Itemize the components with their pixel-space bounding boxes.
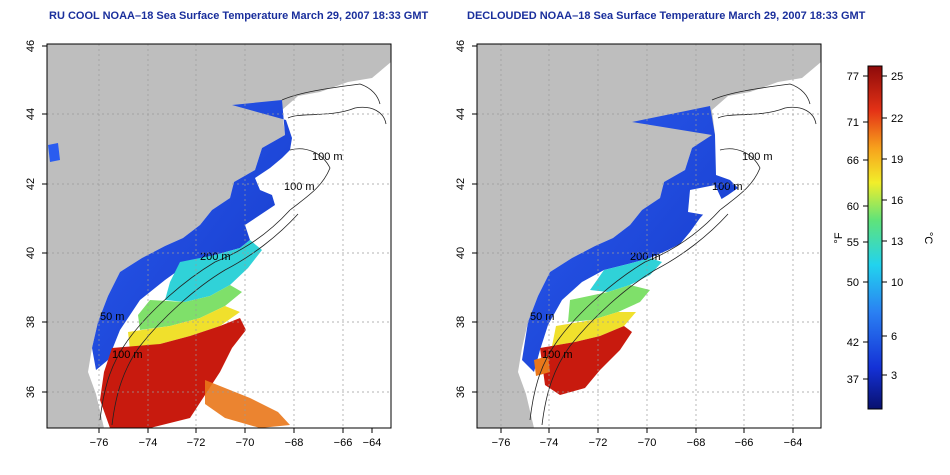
left-warm-water: [100, 318, 246, 428]
colorbar-c-tick-16: 16: [891, 195, 903, 207]
left-grid: [47, 44, 391, 428]
colorbar-c-tick-6: 6: [891, 331, 897, 343]
colorbar-c-tick-19: 19: [891, 154, 903, 166]
left-y-tick-42: 42: [25, 178, 37, 190]
left-y-tick-38: 38: [25, 316, 37, 328]
left-contour-label-200: 200 m: [200, 251, 231, 263]
left-x-tick-64: −64: [363, 437, 382, 449]
left-y-tick-46: 46: [25, 40, 37, 52]
right-map-frame: [476, 43, 822, 429]
right-x-tick-66: −66: [735, 437, 754, 449]
right-cloud-hole: [688, 185, 722, 215]
right-y-tick-42: 42: [455, 178, 467, 190]
colorbar-f-tick-60: 60: [847, 201, 859, 213]
right-y-tick-38: 38: [455, 316, 467, 328]
left-yellow-band: [128, 306, 240, 350]
left-map-panel: 100 m 100 m 200 m 50 m 100 m: [25, 40, 392, 449]
colorbar-f-tick-37: 37: [847, 374, 859, 386]
right-grid: [477, 44, 821, 428]
left-blue-patch: [48, 143, 60, 162]
colorbar-f-tick-42: 42: [847, 337, 859, 349]
colorbar-ticks: [863, 75, 887, 380]
left-cyan-band: [165, 240, 262, 302]
colorbar-c-tick-22: 22: [891, 113, 903, 125]
colorbar-f-tick-55: 55: [847, 237, 859, 249]
right-cold-water: [522, 106, 738, 372]
left-y-tick-40: 40: [25, 247, 37, 259]
colorbar-f-tick-66: 66: [847, 155, 859, 167]
right-map-panel: 100 m 100 m 200 m 50 m 100 m: [455, 40, 822, 449]
temperature-colorbar: 77 71 66 60 55 50 42 37 25 22 19 16 13 1…: [833, 65, 934, 410]
left-contour-label-100c: 100 m: [112, 349, 143, 361]
left-orange-streaks: [205, 380, 290, 428]
right-warm-water: [540, 326, 632, 395]
colorbar-c-tick-3: 3: [891, 370, 897, 382]
left-x-tick-66: −66: [334, 437, 353, 449]
right-y-tick-36: 36: [455, 386, 467, 398]
right-contours: [529, 83, 817, 426]
left-contours: [99, 83, 387, 426]
colorbar-fahrenheit-label: °F: [833, 232, 845, 243]
right-contour-label-200: 200 m: [630, 251, 661, 263]
colorbar-c-tick-25: 25: [891, 71, 903, 83]
left-x-tick-68: −68: [285, 437, 304, 449]
right-x-tick-76: −76: [492, 437, 511, 449]
left-axis-ticks: [42, 45, 373, 433]
left-map-frame: [46, 43, 392, 429]
right-y-tick-46: 46: [455, 40, 467, 52]
right-x-tick-72: −72: [589, 437, 608, 449]
colorbar-f-tick-77: 77: [847, 71, 859, 83]
left-contour-label-50: 50 m: [100, 311, 124, 323]
left-land: [47, 44, 391, 428]
colorbar-gradient: [867, 65, 883, 410]
right-x-tick-70: −70: [638, 437, 657, 449]
colorbar-c-tick-13: 13: [891, 236, 903, 248]
left-x-tick-74: −74: [139, 437, 158, 449]
right-map-title: DECLOUDED NOAA–18 Sea Surface Temperatur…: [467, 10, 866, 22]
right-x-tick-68: −68: [687, 437, 706, 449]
left-contour-label-100b: 100 m: [284, 181, 315, 193]
colorbar-f-tick-71: 71: [847, 117, 859, 129]
colorbar-c-tick-10: 10: [891, 277, 903, 289]
colorbar-celsius-label: °C: [922, 232, 934, 244]
right-x-tick-64: −64: [784, 437, 803, 449]
left-contour-label-100: 100 m: [312, 151, 343, 163]
right-island: [480, 352, 496, 368]
left-y-tick-36: 36: [25, 386, 37, 398]
right-axis-ticks: [472, 45, 794, 433]
right-contour-label-50: 50 m: [530, 311, 554, 323]
right-contour-label-100: 100 m: [742, 151, 773, 163]
right-orange-patch: [534, 356, 550, 376]
right-y-tick-40: 40: [455, 247, 467, 259]
right-cyan-band: [590, 258, 662, 292]
right-contour-label-100c: 100 m: [542, 349, 573, 361]
left-cold-water: [92, 100, 292, 370]
right-x-tick-74: −74: [540, 437, 559, 449]
left-y-tick-44: 44: [25, 108, 37, 120]
colorbar-f-tick-50: 50: [847, 277, 859, 289]
right-yellow-band: [552, 312, 636, 346]
right-land: [477, 44, 821, 428]
left-x-tick-76: −76: [90, 437, 109, 449]
left-x-tick-70: −70: [236, 437, 255, 449]
right-contour-label-100b: 100 m: [712, 181, 743, 193]
left-island: [115, 60, 127, 72]
left-map-title: RU COOL NOAA–18 Sea Surface Temperature …: [49, 10, 429, 22]
left-x-tick-72: −72: [187, 437, 206, 449]
right-y-tick-44: 44: [455, 108, 467, 120]
right-green-band: [568, 285, 650, 322]
